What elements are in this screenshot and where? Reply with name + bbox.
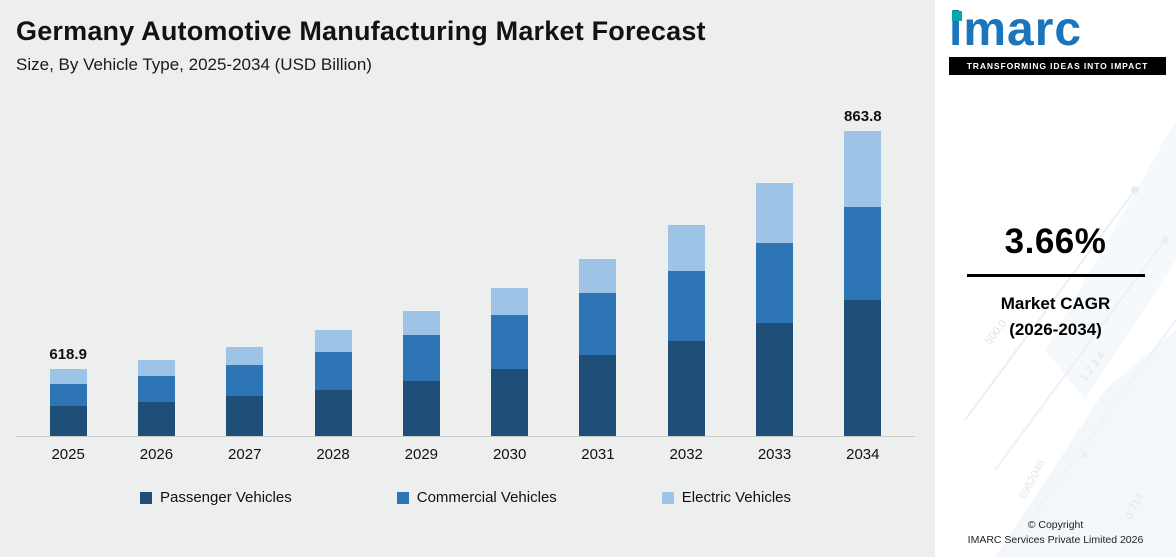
bar-total-label-2034: 863.8 <box>844 108 882 125</box>
segment-electric-vehicles-2025 <box>49 369 87 384</box>
stacked-bar-2030 <box>491 288 529 436</box>
segment-commercial-vehicles-2031 <box>579 293 617 355</box>
imarc-logo: imarc TRANSFORMING IDEAS INTO IMPACT <box>949 6 1166 75</box>
x-axis: 2025 2026 2027 2028 2029 2030 2031 2032 2033 2034 <box>16 446 915 463</box>
stacked-bar-2033 <box>756 183 794 436</box>
legend-swatch-icon <box>396 491 409 504</box>
brand-sidebar: 500.0 1 2 3 4 6962048 0.714 imarc TRANSF… <box>935 0 1176 557</box>
decorative-chart-graphic: 500.0 1 2 3 4 6962048 0.714 <box>964 120 1176 557</box>
imarc-tagline: TRANSFORMING IDEAS INTO IMPACT <box>949 57 1166 75</box>
copyright-notice: © Copyright IMARC Services Private Limit… <box>935 518 1176 550</box>
segment-electric-vehicles-2032 <box>667 225 705 271</box>
bar-column-2029 <box>377 311 465 436</box>
stacked-bar-2027 <box>226 347 264 436</box>
stacked-bar-2028 <box>314 330 352 436</box>
chart-plot-area: 618.9 863.8 <box>16 105 915 437</box>
segment-passenger-vehicles-2032 <box>667 341 705 436</box>
x-axis-label-2025: 2025 <box>51 446 85 463</box>
segment-electric-vehicles-2031 <box>579 259 617 293</box>
x-axis-label-2033: 2033 <box>757 446 792 463</box>
segment-electric-vehicles-2033 <box>756 183 794 243</box>
legend-label: Electric Vehicles <box>681 489 791 506</box>
segment-commercial-vehicles-2030 <box>491 315 529 369</box>
x-axis-label-2027: 2027 <box>228 446 262 463</box>
x-axis-label-2031: 2031 <box>581 446 615 463</box>
legend-item-electric-vehicles: Electric Vehicles <box>661 489 791 506</box>
segment-passenger-vehicles-2029 <box>402 381 440 436</box>
segment-electric-vehicles-2026 <box>137 360 175 376</box>
bar-column-2034: 863.8 <box>819 108 907 436</box>
bar-column-2027 <box>201 347 289 436</box>
segment-commercial-vehicles-2029 <box>402 335 440 381</box>
segment-commercial-vehicles-2026 <box>137 376 175 402</box>
segment-passenger-vehicles-2034 <box>844 300 882 436</box>
segment-commercial-vehicles-2033 <box>756 243 794 323</box>
bar-column-2028 <box>289 330 377 436</box>
chart-panel: Germany Automotive Manufacturing Market … <box>0 0 935 557</box>
segment-passenger-vehicles-2031 <box>579 355 617 436</box>
x-axis-label-2029: 2029 <box>404 446 439 463</box>
stacked-bar-2032 <box>667 225 705 436</box>
stacked-bar-2026 <box>137 360 175 436</box>
bar-column-2030 <box>465 288 553 436</box>
x-axis-label-2032: 2032 <box>669 446 703 463</box>
legend-item-commercial-vehicles: Commercial Vehicles <box>396 489 557 506</box>
stacked-bar-2025 <box>49 369 87 436</box>
segment-electric-vehicles-2029 <box>402 311 440 335</box>
legend-swatch-icon <box>139 491 152 504</box>
cagr-period: (2026-2034) <box>1009 320 1102 340</box>
segment-electric-vehicles-2028 <box>314 330 352 352</box>
stacked-bar-2031 <box>579 259 617 436</box>
x-axis-label-2026: 2026 <box>139 446 174 463</box>
copyright-line2: IMARC Services Private Limited 2026 <box>967 534 1144 547</box>
cagr-value: 3.66% <box>1004 222 1107 261</box>
bar-column-2033 <box>730 183 818 436</box>
bar-column-2031 <box>554 259 642 436</box>
legend-label: Commercial Vehicles <box>416 489 557 506</box>
segment-passenger-vehicles-2030 <box>491 369 529 436</box>
x-axis-label-2034: 2034 <box>846 446 880 463</box>
imarc-wordmark: imarc <box>949 3 1083 56</box>
x-axis-label-2030: 2030 <box>492 446 527 463</box>
segment-electric-vehicles-2030 <box>491 288 529 315</box>
segment-passenger-vehicles-2025 <box>49 406 87 436</box>
segment-electric-vehicles-2027 <box>226 347 264 365</box>
legend-swatch-icon <box>661 491 674 504</box>
page-subtitle: Size, By Vehicle Type, 2025-2034 (USD Bi… <box>16 55 372 74</box>
bar-column-2025: 618.9 <box>24 346 112 436</box>
segment-commercial-vehicles-2034 <box>844 207 882 300</box>
segment-commercial-vehicles-2025 <box>49 384 87 406</box>
cagr-stat-block: 3.66% Market CAGR (2026-2034) <box>935 222 1176 344</box>
stat-divider <box>966 274 1145 277</box>
chart-legend: Passenger Vehicles Commercial Vehicles Ele… <box>16 489 915 506</box>
imarc-logo-dot-icon <box>952 11 962 21</box>
bar-column-2026 <box>112 360 200 436</box>
segment-commercial-vehicles-2032 <box>667 271 705 341</box>
bar-total-label-2025: 618.9 <box>49 346 87 363</box>
stacked-bar-2034 <box>844 131 882 436</box>
segment-passenger-vehicles-2028 <box>314 390 352 436</box>
segment-commercial-vehicles-2028 <box>314 352 352 390</box>
segment-commercial-vehicles-2027 <box>226 365 264 396</box>
copyright-line1: © Copyright <box>1027 518 1084 531</box>
legend-label: Passenger Vehicles <box>159 489 292 506</box>
segment-passenger-vehicles-2027 <box>226 396 264 436</box>
segment-passenger-vehicles-2026 <box>137 402 175 436</box>
bar-column-2032 <box>642 225 730 436</box>
stacked-bar-chart: 618.9 863.8 2025 2026 2027 2028 2029 2030 2031 2… <box>16 105 915 463</box>
x-axis-label-2028: 2028 <box>316 446 350 463</box>
segment-electric-vehicles-2034 <box>844 131 882 207</box>
legend-item-passenger-vehicles: Passenger Vehicles <box>139 489 292 506</box>
stacked-bar-2029 <box>402 311 440 436</box>
cagr-label: Market CAGR <box>1000 294 1111 313</box>
imarc-logo-text: imarc <box>949 6 1166 54</box>
page-title: Germany Automotive Manufacturing Market … <box>16 16 706 46</box>
segment-passenger-vehicles-2033 <box>756 323 794 436</box>
